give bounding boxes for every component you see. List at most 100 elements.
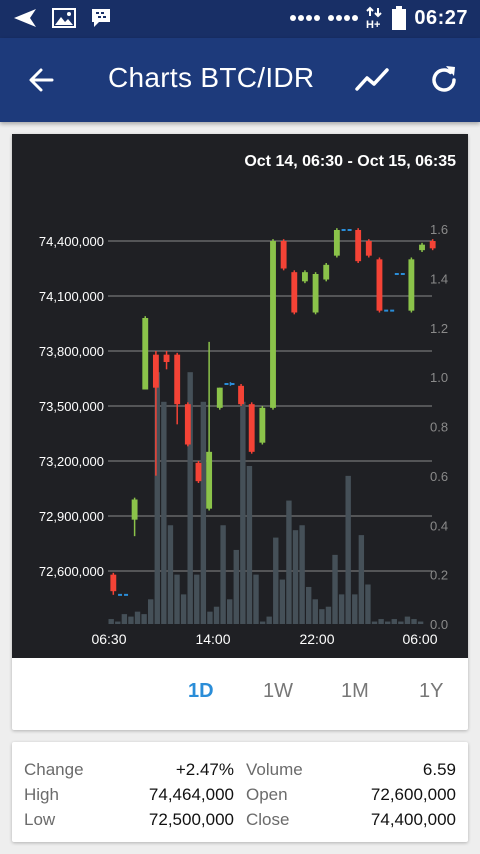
volume-bar bbox=[352, 594, 358, 624]
volume-bar bbox=[319, 609, 325, 624]
volume-bar bbox=[246, 466, 253, 624]
candle-body bbox=[333, 230, 340, 256]
y-right-tick-label: 1.4 bbox=[430, 271, 448, 286]
y-left-tick-label: 73,800,000 bbox=[39, 344, 104, 359]
page-title: Charts BTC/IDR bbox=[108, 62, 315, 93]
y-right-tick-label: 0.4 bbox=[430, 518, 448, 533]
high-value: 74,464,000 bbox=[148, 785, 234, 804]
candle-body bbox=[195, 462, 202, 482]
y-right-tick-label: 0.6 bbox=[430, 469, 448, 484]
candle-body bbox=[270, 241, 276, 408]
volume-bar bbox=[273, 537, 279, 624]
volume-bar bbox=[121, 614, 128, 624]
signal-sim2-icon bbox=[328, 15, 359, 21]
candle-body bbox=[408, 259, 415, 311]
volume-bar bbox=[115, 621, 121, 624]
volume-bar bbox=[358, 535, 365, 624]
volume-bar bbox=[207, 611, 213, 624]
volume-bar bbox=[279, 579, 286, 624]
x-tick-label: 22:00 bbox=[299, 631, 334, 647]
x-tick-label: 06:00 bbox=[402, 631, 437, 647]
volume-bar bbox=[306, 586, 312, 624]
volume-bar bbox=[266, 616, 272, 624]
candle-body bbox=[302, 272, 308, 282]
axis-labels: 74,400,000 74,100,000 73,800,000 73,500,000… bbox=[39, 222, 448, 647]
y-right-tick-label: 1.6 bbox=[430, 222, 448, 237]
range-1d-tab[interactable]: 1D bbox=[188, 680, 214, 702]
back-arrow-icon[interactable] bbox=[24, 62, 60, 98]
volume-bar bbox=[154, 372, 160, 624]
candle-body bbox=[365, 241, 372, 256]
volume-bar bbox=[200, 401, 207, 624]
y-right-tick-label: 1.2 bbox=[430, 321, 448, 336]
close-value: 74,400,000 bbox=[370, 810, 456, 829]
candle-body bbox=[259, 407, 266, 443]
candle-body bbox=[131, 499, 138, 520]
volume-bar bbox=[259, 621, 266, 624]
candle-body bbox=[206, 451, 213, 509]
volume-bar bbox=[391, 619, 397, 624]
volume-bar bbox=[325, 606, 332, 624]
volume-bar bbox=[161, 401, 167, 624]
volume-label: Volume bbox=[246, 760, 303, 779]
volume-bar bbox=[312, 599, 318, 624]
candle-body bbox=[238, 385, 244, 405]
candlestick-chart[interactable]: Oct 14, 06:30 - Oct 15, 06:35 74,400,000… bbox=[12, 134, 468, 658]
candle-body bbox=[110, 574, 117, 592]
volume-bar bbox=[299, 525, 305, 624]
volume-bar bbox=[345, 475, 351, 624]
volume-bar bbox=[108, 619, 114, 624]
y-left-tick-label: 73,200,000 bbox=[39, 454, 104, 469]
range-1y-tab[interactable]: 1Y bbox=[419, 680, 444, 702]
volume-bar bbox=[338, 594, 345, 624]
candles bbox=[110, 228, 436, 596]
volume-bar bbox=[292, 530, 299, 624]
range-1m-tab[interactable]: 1M bbox=[341, 680, 369, 702]
y-right-tick-label: 1.0 bbox=[430, 370, 448, 385]
candle-body bbox=[355, 230, 362, 262]
open-value: 72,600,000 bbox=[370, 785, 456, 804]
volume-bar bbox=[378, 619, 384, 624]
svg-text:H+: H+ bbox=[366, 19, 380, 30]
volume-bar bbox=[404, 616, 411, 624]
volume-bar bbox=[128, 616, 134, 624]
y-right-tick-label: 0.8 bbox=[430, 420, 448, 435]
data-hplus-icon: H+ bbox=[366, 6, 383, 30]
close-label: Close bbox=[246, 810, 290, 829]
volume-bar bbox=[365, 584, 371, 624]
volume-bar bbox=[174, 574, 180, 624]
battery-icon bbox=[392, 6, 407, 30]
y-left-tick-label: 73,500,000 bbox=[39, 399, 104, 414]
volume-bar bbox=[194, 574, 200, 624]
volume-value: 6.59 bbox=[422, 760, 456, 779]
status-bar: H+ 06:27 bbox=[0, 0, 480, 38]
volume-bar bbox=[187, 372, 193, 624]
volume-bar bbox=[227, 599, 233, 624]
candle-body bbox=[163, 354, 170, 362]
candle-body bbox=[248, 404, 255, 452]
high-label: High bbox=[24, 785, 59, 804]
volume-bar bbox=[332, 554, 338, 624]
low-label: Low bbox=[24, 810, 56, 829]
refresh-icon[interactable] bbox=[426, 62, 462, 98]
stats-card: Change +2.47% Volume 6.59 High 74,464,00… bbox=[12, 742, 468, 842]
volume-bar bbox=[371, 621, 378, 624]
volume-bar bbox=[148, 599, 154, 624]
volume-bar bbox=[385, 621, 391, 624]
candle-body bbox=[419, 244, 425, 251]
app-bar: Charts BTC/IDR bbox=[0, 38, 480, 122]
bbm-icon bbox=[92, 9, 110, 27]
signal-sim1-icon bbox=[290, 15, 321, 21]
volume-bar bbox=[180, 594, 187, 624]
candle-body bbox=[174, 354, 181, 405]
range-1w-tab[interactable]: 1W bbox=[263, 680, 293, 702]
chart-title: Oct 14, 06:30 - Oct 15, 06:35 bbox=[244, 153, 456, 170]
open-label: Open bbox=[246, 785, 288, 804]
y-right-tick-label: 0.0 bbox=[430, 617, 448, 632]
navigation-arrow-icon bbox=[14, 9, 36, 27]
volume-bar bbox=[240, 401, 246, 624]
volume-bar bbox=[213, 606, 220, 624]
low-value: 72,500,000 bbox=[148, 810, 234, 829]
trend-line-icon[interactable] bbox=[354, 64, 390, 96]
candle-body bbox=[184, 404, 191, 445]
